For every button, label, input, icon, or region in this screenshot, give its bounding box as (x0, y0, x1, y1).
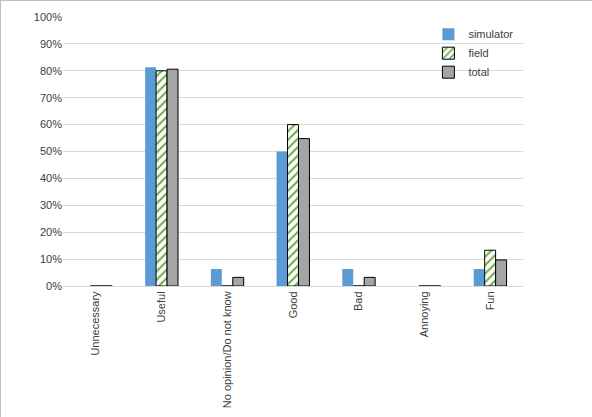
svg-text:10%: 10% (40, 253, 62, 265)
svg-text:Unnecessary: Unnecessary (89, 291, 101, 356)
svg-text:100%: 100% (34, 11, 62, 23)
svg-text:field: field (468, 47, 488, 59)
svg-text:90%: 90% (40, 38, 62, 50)
svg-text:total: total (468, 66, 489, 78)
svg-text:0%: 0% (46, 280, 62, 292)
svg-text:Bad: Bad (352, 291, 364, 311)
svg-text:Useful: Useful (155, 291, 167, 322)
svg-text:60%: 60% (40, 118, 62, 130)
svg-text:Fun: Fun (484, 291, 496, 310)
svg-text:Annoying: Annoying (418, 291, 430, 337)
svg-text:80%: 80% (40, 65, 62, 77)
svg-text:30%: 30% (40, 199, 62, 211)
svg-text:40%: 40% (40, 172, 62, 184)
svg-text:simulator: simulator (468, 28, 513, 40)
svg-text:No opinion/Do not know: No opinion/Do not know (221, 291, 233, 408)
svg-text:50%: 50% (40, 145, 62, 157)
svg-text:20%: 20% (40, 226, 62, 238)
svg-text:70%: 70% (40, 92, 62, 104)
svg-text:Good: Good (287, 291, 299, 318)
